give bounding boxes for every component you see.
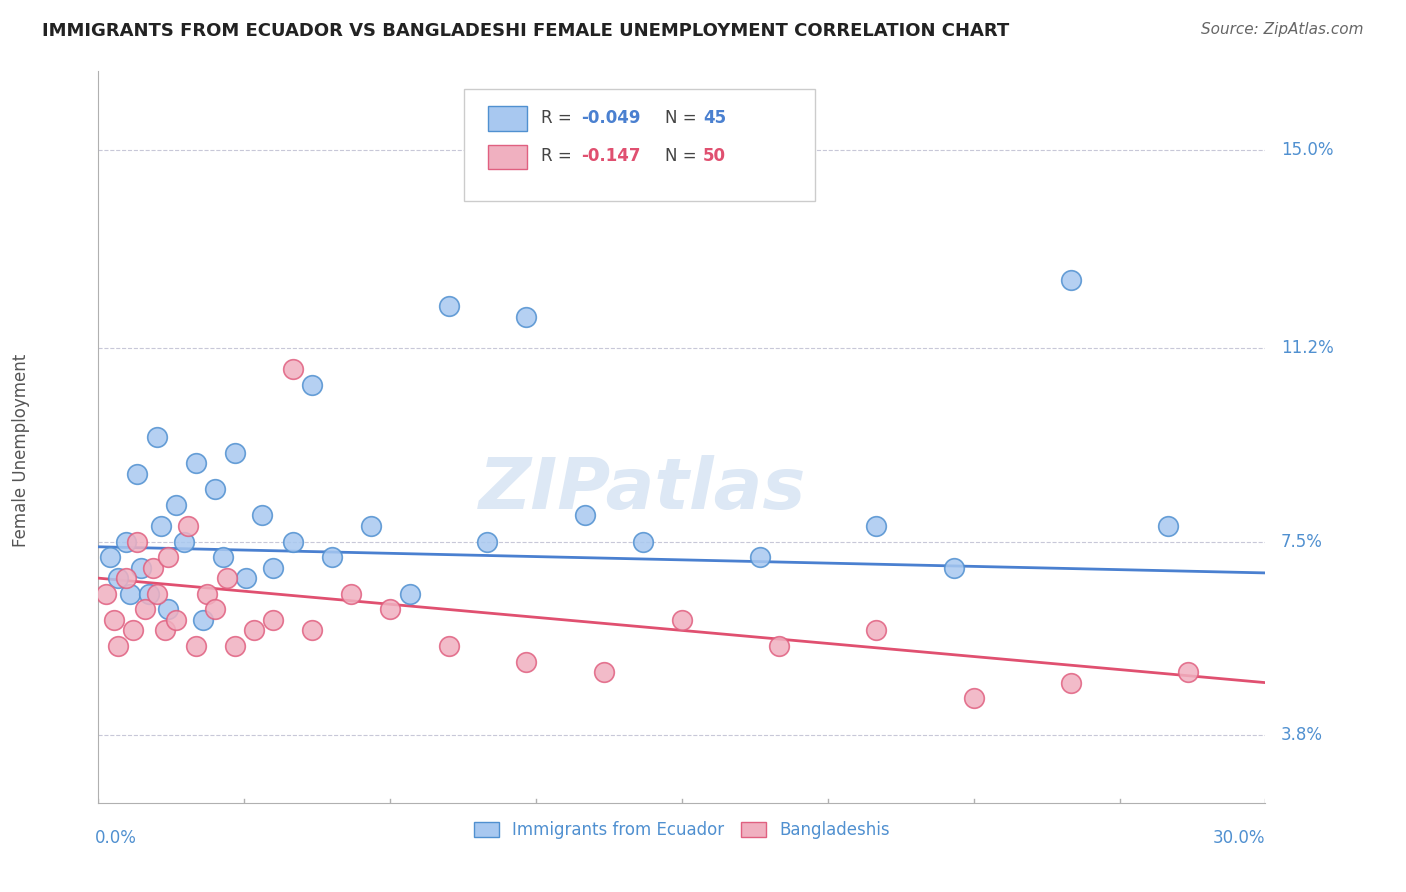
Point — [114, 534, 136, 549]
Point — [962, 691, 984, 706]
Point — [768, 639, 790, 653]
Point — [262, 560, 284, 574]
Legend: Immigrants from Ecuador, Bangladeshis: Immigrants from Ecuador, Bangladeshis — [467, 814, 897, 846]
Point — [153, 624, 176, 638]
Text: 45: 45 — [703, 109, 725, 127]
Point — [165, 613, 187, 627]
Point — [574, 508, 596, 523]
Point — [631, 534, 654, 549]
Point — [865, 519, 887, 533]
Point — [96, 587, 118, 601]
Point — [184, 456, 207, 470]
Point — [107, 639, 129, 653]
Point — [114, 571, 136, 585]
Point — [1060, 675, 1083, 690]
Text: 0.0%: 0.0% — [94, 829, 136, 847]
Point — [515, 310, 537, 324]
Point — [129, 560, 152, 574]
Point — [235, 571, 257, 585]
Text: ZIPatlas: ZIPatlas — [479, 455, 807, 524]
Point — [149, 519, 172, 533]
Point — [437, 300, 460, 314]
Point — [107, 571, 129, 585]
Point — [671, 613, 693, 627]
Point — [142, 560, 165, 574]
Point — [321, 550, 343, 565]
Point — [122, 624, 145, 638]
Point — [157, 550, 180, 565]
Point — [250, 508, 273, 523]
Point — [1060, 273, 1083, 287]
Text: 7.5%: 7.5% — [1281, 533, 1323, 550]
Text: N =: N = — [665, 109, 702, 127]
Text: 50: 50 — [703, 147, 725, 165]
Point — [340, 587, 363, 601]
Text: 3.8%: 3.8% — [1281, 726, 1323, 744]
Point — [173, 534, 195, 549]
Point — [865, 624, 887, 638]
Point — [146, 430, 169, 444]
Point — [515, 655, 537, 669]
Point — [360, 519, 382, 533]
Point — [477, 534, 499, 549]
Text: Source: ZipAtlas.com: Source: ZipAtlas.com — [1201, 22, 1364, 37]
Text: 11.2%: 11.2% — [1281, 339, 1334, 358]
Point — [195, 587, 218, 601]
Point — [212, 550, 235, 565]
Point — [748, 550, 770, 565]
Text: 15.0%: 15.0% — [1281, 141, 1333, 159]
Point — [380, 602, 402, 616]
Text: IMMIGRANTS FROM ECUADOR VS BANGLADESHI FEMALE UNEMPLOYMENT CORRELATION CHART: IMMIGRANTS FROM ECUADOR VS BANGLADESHI F… — [42, 22, 1010, 40]
Point — [184, 639, 207, 653]
Point — [215, 571, 238, 585]
Text: N =: N = — [665, 147, 702, 165]
Point — [301, 377, 323, 392]
Point — [165, 498, 187, 512]
Point — [224, 639, 246, 653]
Point — [301, 624, 323, 638]
Point — [98, 550, 121, 565]
Point — [146, 587, 169, 601]
Point — [118, 587, 141, 601]
Point — [138, 587, 160, 601]
Point — [281, 534, 304, 549]
Point — [177, 519, 200, 533]
Point — [127, 467, 149, 481]
Point — [398, 587, 420, 601]
Point — [193, 613, 215, 627]
Point — [281, 362, 304, 376]
Point — [224, 446, 246, 460]
Point — [1157, 519, 1180, 533]
Point — [437, 639, 460, 653]
Point — [127, 534, 149, 549]
Text: Female Unemployment: Female Unemployment — [11, 353, 30, 547]
Point — [157, 602, 180, 616]
Point — [1177, 665, 1199, 680]
Text: R =: R = — [541, 109, 578, 127]
Text: -0.049: -0.049 — [581, 109, 640, 127]
Point — [243, 624, 266, 638]
Point — [943, 560, 966, 574]
Text: R =: R = — [541, 147, 578, 165]
Point — [134, 602, 156, 616]
Point — [204, 483, 226, 497]
Point — [262, 613, 284, 627]
Text: 30.0%: 30.0% — [1213, 829, 1265, 847]
Text: -0.147: -0.147 — [581, 147, 640, 165]
Point — [593, 665, 616, 680]
Point — [103, 613, 125, 627]
Point — [204, 602, 226, 616]
